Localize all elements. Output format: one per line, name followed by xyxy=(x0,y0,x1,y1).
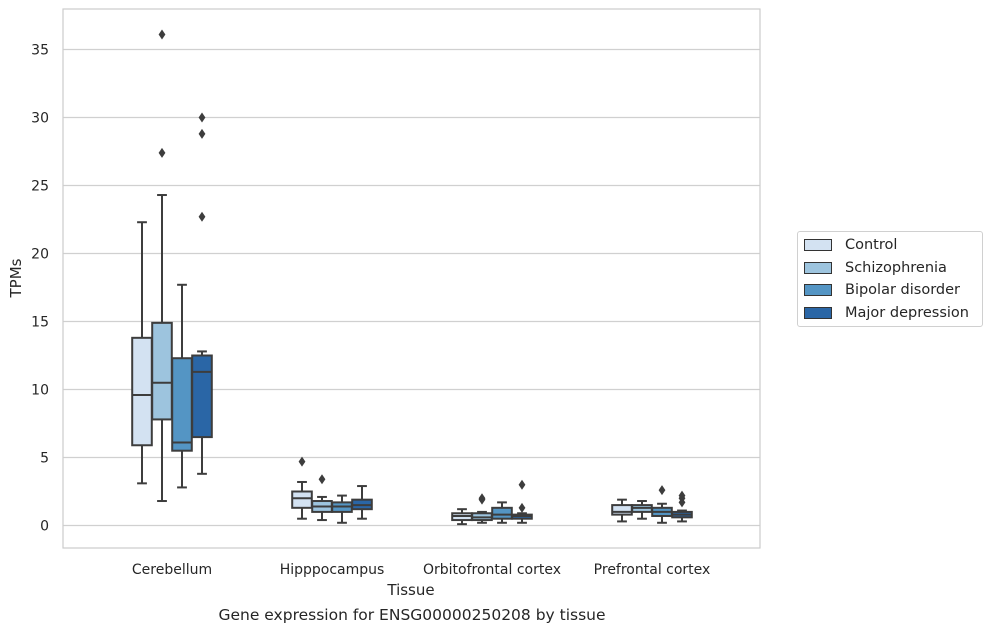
legend-label-schizophrenia: Schizophrenia xyxy=(845,259,947,276)
y-tick-label: 15 xyxy=(31,315,49,331)
outlier-point xyxy=(318,474,326,485)
iqr-box xyxy=(191,354,213,439)
legend-label-control: Control xyxy=(845,237,898,253)
series-schizophrenia xyxy=(151,29,653,524)
x-axis-title: Tissue xyxy=(386,581,434,599)
outlier-point xyxy=(158,29,166,40)
iqr-box xyxy=(151,321,173,421)
y-tick-label: 0 xyxy=(40,519,49,535)
iqr-box xyxy=(171,357,193,452)
box-control-prefrontal-cortex xyxy=(611,498,633,523)
y-tick-label: 20 xyxy=(31,247,49,263)
iqr-box xyxy=(131,336,153,447)
box-control-orbitofrontal-cortex xyxy=(451,508,473,526)
y-tick-label: 5 xyxy=(40,451,49,467)
legend: Control Schizophrenia Bipolar disorder M… xyxy=(797,231,983,327)
x-tick-label-orbitofrontal-cortex: Orbitofrontal cortex xyxy=(423,562,561,578)
box-major-depression-cerebellum xyxy=(191,112,213,475)
x-tick-label-prefrontal-cortex: Prefrontal cortex xyxy=(594,562,711,578)
outlier-point xyxy=(518,479,526,490)
y-tick-label: 30 xyxy=(31,111,49,127)
box-major-depression-hipppocampus xyxy=(351,485,373,520)
y-tick-label: 10 xyxy=(31,383,49,399)
box-schizophrenia-orbitofrontal-cortex xyxy=(471,493,493,524)
x-tick-labels: Cerebellum Hipppocampus Orbitofrontal cort… xyxy=(132,562,710,578)
box-bipolar-disorder-hipppocampus xyxy=(331,494,353,524)
legend-label-bipolar-disorder: Bipolar disorder xyxy=(845,282,960,298)
outlier-point xyxy=(198,211,206,222)
iqr-box xyxy=(291,490,313,509)
iqr-box xyxy=(611,504,633,516)
box-schizophrenia-prefrontal-cortex xyxy=(631,500,653,520)
box-schizophrenia-cerebellum xyxy=(151,29,173,503)
box-major-depression-prefrontal-cortex xyxy=(671,490,693,523)
legend-swatch-control xyxy=(804,239,832,251)
x-tick-label-hipppocampus: Hipppocampus xyxy=(280,562,385,578)
x-tick-label-cerebellum: Cerebellum xyxy=(132,562,212,578)
outlier-point xyxy=(518,502,526,513)
legend-item-schizophrenia: Schizophrenia xyxy=(804,258,947,278)
outlier-point xyxy=(478,493,486,504)
box-schizophrenia-hipppocampus xyxy=(311,474,333,522)
outlier-point xyxy=(298,456,306,467)
box-bipolar-disorder-orbitofrontal-cortex xyxy=(491,501,513,524)
legend-label-major-depression: Major depression xyxy=(845,304,969,321)
series-major-depression xyxy=(191,112,693,524)
outlier-point xyxy=(658,485,666,496)
box-series xyxy=(131,29,693,526)
outlier-point xyxy=(678,490,686,501)
legend-swatch-bipolar-disorder xyxy=(804,284,832,296)
outlier-point xyxy=(198,112,206,123)
series-control xyxy=(131,221,633,526)
gridlines xyxy=(63,48,760,527)
box-major-depression-orbitofrontal-cortex xyxy=(511,479,533,524)
box-control-cerebellum xyxy=(131,221,153,485)
box-bipolar-disorder-prefrontal-cortex xyxy=(651,485,673,524)
box-control-hipppocampus xyxy=(291,456,313,520)
plot-area-frame xyxy=(62,8,761,549)
iqr-box xyxy=(491,506,513,520)
y-tick-labels: 0 5 10 15 20 25 30 35 xyxy=(31,43,49,535)
legend-item-control: Control xyxy=(804,235,897,255)
y-tick-label: 25 xyxy=(31,179,49,195)
y-axis-title: TPMs xyxy=(7,258,25,298)
outlier-point xyxy=(198,128,206,139)
legend-swatch-schizophrenia xyxy=(804,261,832,274)
legend-item-major-depression: Major depression xyxy=(804,303,969,323)
y-tick-label: 35 xyxy=(31,43,49,59)
outlier-point xyxy=(158,147,166,158)
legend-swatch-major-depression xyxy=(804,306,832,319)
series-bipolar-disorder xyxy=(171,283,673,524)
figure-caption: Gene expression for ENSG00000250208 by t… xyxy=(218,606,606,624)
legend-item-bipolar-disorder: Bipolar disorder xyxy=(804,280,960,300)
